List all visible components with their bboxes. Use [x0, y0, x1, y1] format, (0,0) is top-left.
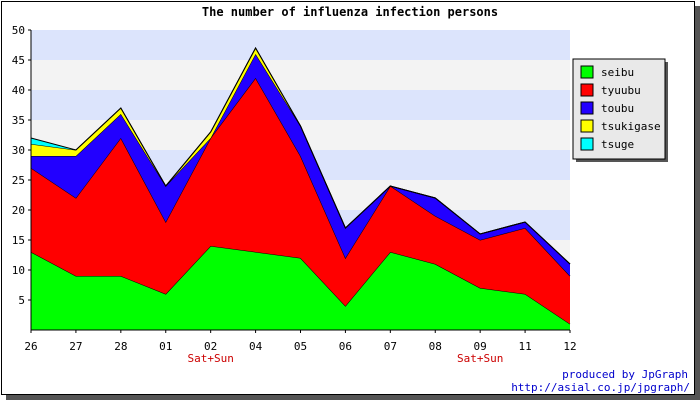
area-tyuubu: [31, 78, 570, 324]
chart-title: The number of influenza infection person…: [202, 5, 498, 19]
y-tick-label: 30: [12, 144, 25, 157]
x-tick-label: 07: [384, 340, 397, 353]
x-tick-label: 06: [339, 340, 352, 353]
legend-swatch-toubu: [580, 101, 594, 115]
area-seibu: [31, 246, 570, 330]
y-tick-label: 15: [12, 234, 25, 247]
y-tick-label: 35: [12, 114, 25, 127]
y-tick-label: 40: [12, 84, 25, 97]
y-tick-label: 50: [12, 24, 25, 37]
grid-band: [31, 90, 570, 120]
x-tick-label: 04: [249, 340, 263, 353]
area-outline-tsuge: [30, 46, 571, 265]
credit-url: http://asial.co.jp/jpgraph/: [511, 381, 690, 394]
y-tick-label: 5: [18, 294, 25, 307]
x-tick-label: 09: [474, 340, 487, 353]
x-tick-label: 05: [294, 340, 307, 353]
data-areas: [30, 46, 571, 330]
legend-label-tsukigase: tsukigase: [601, 120, 661, 133]
area-toubu: [31, 54, 570, 276]
y-tick-label: 45: [12, 54, 25, 67]
x-tick-note: Sat+Sun: [457, 352, 503, 365]
legend-swatch-tyuubu: [580, 83, 594, 97]
grid-band: [31, 60, 570, 90]
axes: 5 10 15 20 25 30 35 40 45 50 26 27 28 01 02 04 05 06 07 08 0…: [12, 24, 577, 365]
y-tick-label: 20: [12, 204, 25, 217]
x-tick-note: Sat+Sun: [187, 352, 233, 365]
legend-swatch-tsukigase: [580, 119, 594, 133]
y-tick-label: 10: [12, 264, 25, 277]
x-tick-label: 27: [69, 340, 82, 353]
legend: seibu tyuubu toubu tsukigase tsuge: [572, 58, 668, 162]
credit-producer: produced by JpGraph: [562, 368, 688, 381]
y-tick-label: 25: [12, 174, 25, 187]
grid-band: [31, 30, 570, 60]
legend-label-tsuge: tsuge: [601, 138, 634, 151]
legend-swatch-seibu: [580, 65, 594, 79]
legend-label-seibu: seibu: [601, 66, 634, 79]
x-tick-label: 01: [159, 340, 172, 353]
x-tick-label: 26: [24, 340, 37, 353]
legend-label-tyuubu: tyuubu: [601, 84, 641, 97]
x-tick-label: 28: [114, 340, 127, 353]
legend-swatch-tsuge: [580, 137, 594, 151]
x-tick-label: 12: [563, 340, 576, 353]
x-tick-label: 11: [518, 340, 531, 353]
x-tick-label: 08: [429, 340, 442, 353]
x-tick-label: 02: [204, 340, 217, 353]
legend-label-toubu: toubu: [601, 102, 634, 115]
